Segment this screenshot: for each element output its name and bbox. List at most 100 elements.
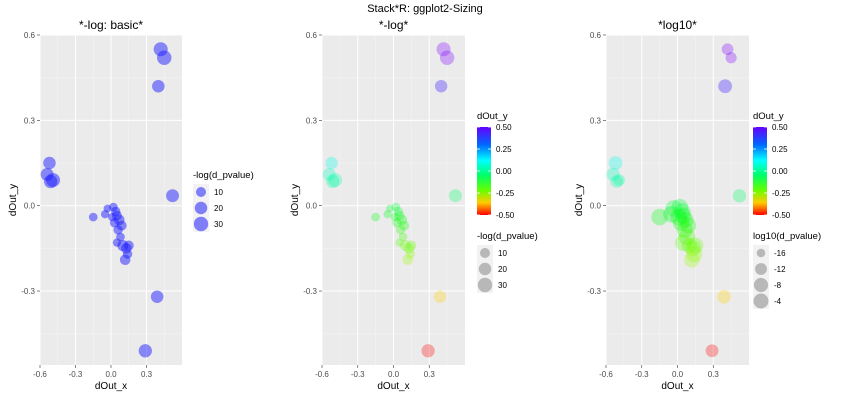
legend-size-key bbox=[753, 293, 769, 309]
chart-title: *-log* bbox=[379, 18, 409, 32]
data-points bbox=[40, 42, 179, 358]
y-tick-label: 0.3 bbox=[590, 116, 602, 125]
data-point bbox=[685, 240, 701, 257]
legend-size-label: 10 bbox=[214, 188, 223, 197]
data-point bbox=[674, 203, 691, 220]
data-point bbox=[678, 228, 696, 246]
x-tick-label: -0.3 bbox=[351, 370, 365, 379]
data-point bbox=[676, 221, 693, 238]
y-tick-label: 0.0 bbox=[590, 202, 602, 211]
data-point bbox=[421, 344, 435, 358]
colorbar-label: 0.00 bbox=[496, 167, 512, 176]
data-point bbox=[687, 237, 704, 254]
x-tick-label: 0.3 bbox=[424, 370, 436, 379]
data-point bbox=[606, 167, 620, 182]
data-point bbox=[406, 240, 417, 251]
y-axis-title: dOut_y bbox=[574, 184, 585, 216]
legend-size-key bbox=[193, 216, 209, 232]
data-point bbox=[399, 239, 411, 252]
data-point bbox=[326, 174, 340, 189]
data-points bbox=[606, 43, 747, 358]
legend-size-title: log10(d_pvalue) bbox=[753, 231, 821, 242]
x-axis-title: dOut_x bbox=[95, 381, 127, 392]
data-point bbox=[436, 42, 451, 57]
data-point bbox=[390, 212, 399, 222]
data-point bbox=[395, 225, 406, 235]
chart-title: *-log: basic* bbox=[79, 18, 143, 32]
data-point bbox=[166, 189, 179, 203]
legend-size-label: 20 bbox=[498, 265, 507, 274]
legend-size-key bbox=[756, 248, 766, 258]
legend-color-title: dOut_y bbox=[753, 111, 784, 122]
data-point bbox=[150, 290, 164, 303]
x-axis-title: dOut_x bbox=[661, 381, 693, 392]
data-point bbox=[43, 156, 56, 170]
legend-size-key bbox=[755, 263, 767, 275]
y-tick-label: 0.6 bbox=[24, 31, 36, 40]
colorbar bbox=[477, 127, 491, 215]
x-tick-label: 0.0 bbox=[672, 370, 684, 379]
chart-panel-1: *-log: basic* -0.6 -0.3 0.0 0.3 0.6 0.3 0.0 -0.3… bbox=[8, 18, 254, 392]
data-point bbox=[383, 210, 392, 219]
chart-panel-2: *-log* -0.6 -0.3 0.0 0.3 0.6 0.3 0.0 -0.3 dOut_x d… bbox=[290, 18, 538, 392]
colorbar-label: -0.50 bbox=[496, 211, 515, 220]
colorbar-label: -0.50 bbox=[772, 211, 791, 220]
data-point bbox=[672, 214, 690, 231]
data-point bbox=[328, 173, 343, 188]
legend-size-key bbox=[196, 187, 206, 197]
data-point bbox=[681, 237, 697, 254]
data-point bbox=[434, 79, 448, 93]
legend-size-title: -log(d_pvalue) bbox=[477, 231, 538, 242]
y-tick-label: 0.0 bbox=[306, 202, 318, 211]
legend-size-label: -16 bbox=[774, 249, 786, 258]
x-tick-label: 0.0 bbox=[105, 370, 117, 379]
data-point bbox=[123, 240, 134, 251]
data-point bbox=[663, 205, 680, 223]
x-tick-label: -0.6 bbox=[315, 370, 329, 379]
colorbar-label: 0.50 bbox=[496, 123, 512, 132]
data-point bbox=[721, 43, 734, 56]
data-point bbox=[665, 200, 683, 218]
colorbar-label: 0.25 bbox=[772, 145, 788, 154]
data-point bbox=[670, 208, 688, 226]
data-point bbox=[325, 156, 338, 170]
legend-size-label: 10 bbox=[498, 249, 507, 258]
y-axis-title: dOut_y bbox=[290, 184, 301, 216]
legend-size-key bbox=[477, 277, 493, 293]
legend-size-key bbox=[753, 277, 769, 293]
data-point bbox=[157, 50, 172, 65]
data-point bbox=[613, 174, 625, 186]
data-point bbox=[399, 220, 410, 231]
data-point bbox=[398, 232, 408, 242]
data-point bbox=[371, 212, 380, 222]
y-tick-label: 0.0 bbox=[24, 202, 36, 211]
data-point bbox=[678, 212, 694, 228]
chart-panel-3: *log10* -0.6 -0.3 0.0 0.3 0.6 0.3 0.0 -0.3 dOut_x… bbox=[574, 18, 821, 392]
data-point bbox=[671, 198, 689, 216]
data-point bbox=[152, 79, 165, 93]
data-point bbox=[392, 218, 402, 228]
chart-title: *log10* bbox=[658, 18, 697, 32]
data-point bbox=[717, 289, 731, 304]
data-point bbox=[610, 175, 624, 188]
data-point bbox=[675, 234, 692, 252]
data-point bbox=[100, 210, 110, 219]
legend-size-title: -log(d_pvalue) bbox=[193, 170, 254, 181]
colorbar-label: -0.25 bbox=[772, 189, 791, 198]
data-point bbox=[395, 238, 404, 247]
data-point bbox=[608, 156, 623, 170]
x-tick-label: -0.6 bbox=[599, 370, 613, 379]
legend-size-label: 30 bbox=[498, 281, 507, 290]
legend-size-label: -4 bbox=[774, 297, 782, 306]
data-point bbox=[402, 254, 414, 266]
data-point bbox=[393, 206, 403, 217]
colorbar-label: -0.25 bbox=[496, 189, 515, 198]
data-point bbox=[138, 344, 152, 358]
y-tick-label: 0.3 bbox=[306, 116, 318, 125]
y-tick-label: 0.6 bbox=[306, 31, 318, 40]
data-point bbox=[119, 254, 131, 266]
data-point bbox=[680, 217, 697, 234]
y-tick-label: -0.3 bbox=[587, 287, 601, 296]
data-point bbox=[651, 208, 668, 226]
legend-size-key bbox=[480, 248, 490, 258]
